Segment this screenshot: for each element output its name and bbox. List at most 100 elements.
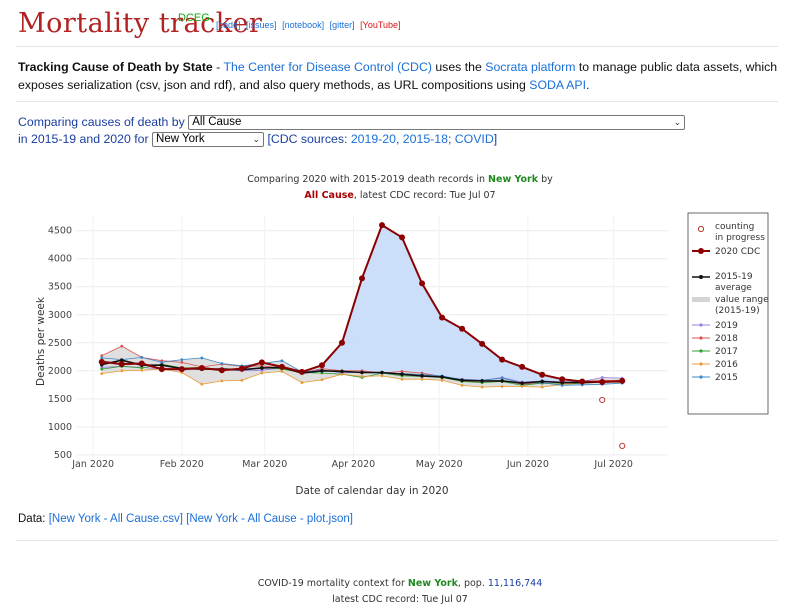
cause-select-value: All Cause (192, 116, 242, 129)
point-2015 (100, 356, 104, 360)
y-tick-label: 2500 (48, 338, 72, 349)
code-link[interactable]: [code] (216, 20, 241, 30)
point-2016 (540, 385, 544, 389)
point-2020 (479, 340, 486, 347)
csv-link[interactable]: [New York - All Cause.csv] (48, 513, 183, 525)
point-2020 (338, 339, 345, 346)
point-2015 (180, 358, 184, 361)
point-average (340, 369, 344, 374)
point-average (480, 379, 484, 383)
point-2016 (460, 383, 464, 387)
legend-2019-label: 2019 (715, 321, 738, 331)
cdc-link[interactable]: The Center for Disease Control (CDC) (223, 60, 432, 74)
youtube-link[interactable]: [YouTube] (360, 20, 401, 30)
y-tick-label: 3500 (48, 282, 72, 293)
point-2018 (400, 369, 404, 373)
point-2020 (399, 234, 406, 241)
y-tick-label: 1000 (48, 422, 72, 433)
source-link-2015-18[interactable]: 2015-18 (402, 132, 448, 146)
chart-title-by: by (541, 174, 553, 185)
header: Mortality tracker DCEG [code] [issues] [… (16, 4, 786, 44)
issues-link[interactable]: [issues] (246, 20, 277, 30)
footer-latest: latest CDC record: Tue Jul 07 (332, 594, 468, 605)
point-in-progress (599, 396, 606, 404)
point-average (520, 381, 524, 385)
source-link-covid[interactable]: COVID (454, 132, 494, 146)
json-link[interactable]: [New York - All Cause - plot.json] (186, 513, 353, 525)
point-average (119, 358, 124, 362)
y-tick-label: 500 (54, 450, 72, 461)
point-2016 (320, 378, 324, 382)
intro-paragraph: Tracking Cause of Death by State - The C… (18, 58, 780, 94)
legend-2020-label: 2020 CDC (715, 247, 760, 257)
legend-range-label: (2015-19) (715, 306, 760, 316)
point-2015 (160, 361, 164, 364)
excess-deaths-area (101, 225, 623, 384)
point-2020 (559, 376, 566, 383)
legend-average-label: average (715, 283, 752, 293)
cause-label: Comparing causes of death by (18, 115, 185, 129)
y-axis-label: Deaths per week (35, 296, 47, 386)
sources-prefix: [CDC sources: (267, 132, 348, 146)
point-2020 (379, 222, 386, 229)
legend-range-label: value range (715, 295, 769, 305)
notebook-link[interactable]: [notebook] (282, 20, 325, 30)
footer-pop-label: , pop. (457, 578, 485, 589)
socrata-link[interactable]: Socrata platform (485, 60, 576, 74)
legend-range-swatch (692, 297, 710, 302)
legend-2020-marker (698, 248, 704, 254)
chart-title-prefix: Comparing 2020 with 2015-2019 death reco… (247, 174, 486, 185)
source-link-2019-20[interactable]: 2019-20 (350, 132, 396, 146)
point-2016 (240, 378, 244, 382)
y-tick-label: 2000 (48, 366, 72, 377)
app-badge: DCEG (178, 12, 210, 24)
app-title: Mortality tracker (18, 8, 263, 39)
state-select[interactable]: New York ⌄ (152, 132, 265, 148)
legend-in-progress-label: counting (715, 222, 754, 232)
x-tick-label: Feb 2020 (160, 459, 204, 470)
point-2017 (100, 367, 104, 371)
footer-prefix: COVID-19 mortality context for (257, 578, 405, 589)
point-average (460, 378, 464, 383)
point-2015 (140, 355, 144, 359)
point-2016 (200, 382, 204, 386)
legend-2019-marker (699, 323, 703, 327)
point-2016 (400, 377, 404, 381)
point-2016 (360, 375, 364, 378)
sources-suffix: ] (493, 132, 498, 146)
y-tick-label: 4500 (48, 226, 72, 237)
point-2017 (140, 366, 144, 370)
point-average (159, 363, 164, 368)
point-2016 (440, 378, 444, 382)
controls: Comparing causes of death by All Cause ⌄ … (18, 114, 780, 148)
divider (16, 101, 778, 102)
footer-state: New York (407, 578, 458, 589)
state-label: in 2015-19 and 2020 for (18, 132, 149, 146)
point-2020 (499, 356, 506, 363)
point-average (260, 366, 264, 370)
point-2020 (118, 361, 125, 368)
point-2015 (200, 356, 204, 360)
y-tick-label: 4000 (48, 254, 72, 265)
legend-average-marker (699, 275, 703, 279)
x-tick-label: Jun 2020 (506, 459, 549, 470)
point-2016 (280, 369, 284, 373)
point-2016 (140, 368, 144, 372)
chart-title: Comparing 2020 with 2015-2019 death reco… (0, 172, 800, 204)
soda-api-link[interactable]: SODA API (529, 78, 586, 92)
gitter-link[interactable]: [gitter] (329, 20, 355, 30)
x-axis-label: Date of calendar day in 2020 (295, 485, 448, 497)
intro-text-2: to manage public data assets, which expo… (18, 60, 778, 92)
area-fills (101, 225, 623, 388)
legend-2015-marker (699, 375, 703, 379)
point-2020 (599, 379, 606, 386)
point-2016 (260, 371, 264, 375)
point-2016 (100, 372, 104, 376)
cause-select[interactable]: All Cause ⌄ (188, 115, 686, 131)
point-2015 (280, 359, 284, 363)
header-links: [code] [issues] [notebook] [gitter] [You… (216, 20, 404, 30)
intro-sep: - (212, 60, 224, 74)
series-markers (98, 222, 626, 450)
point-average (540, 379, 544, 384)
point-average (420, 374, 424, 378)
